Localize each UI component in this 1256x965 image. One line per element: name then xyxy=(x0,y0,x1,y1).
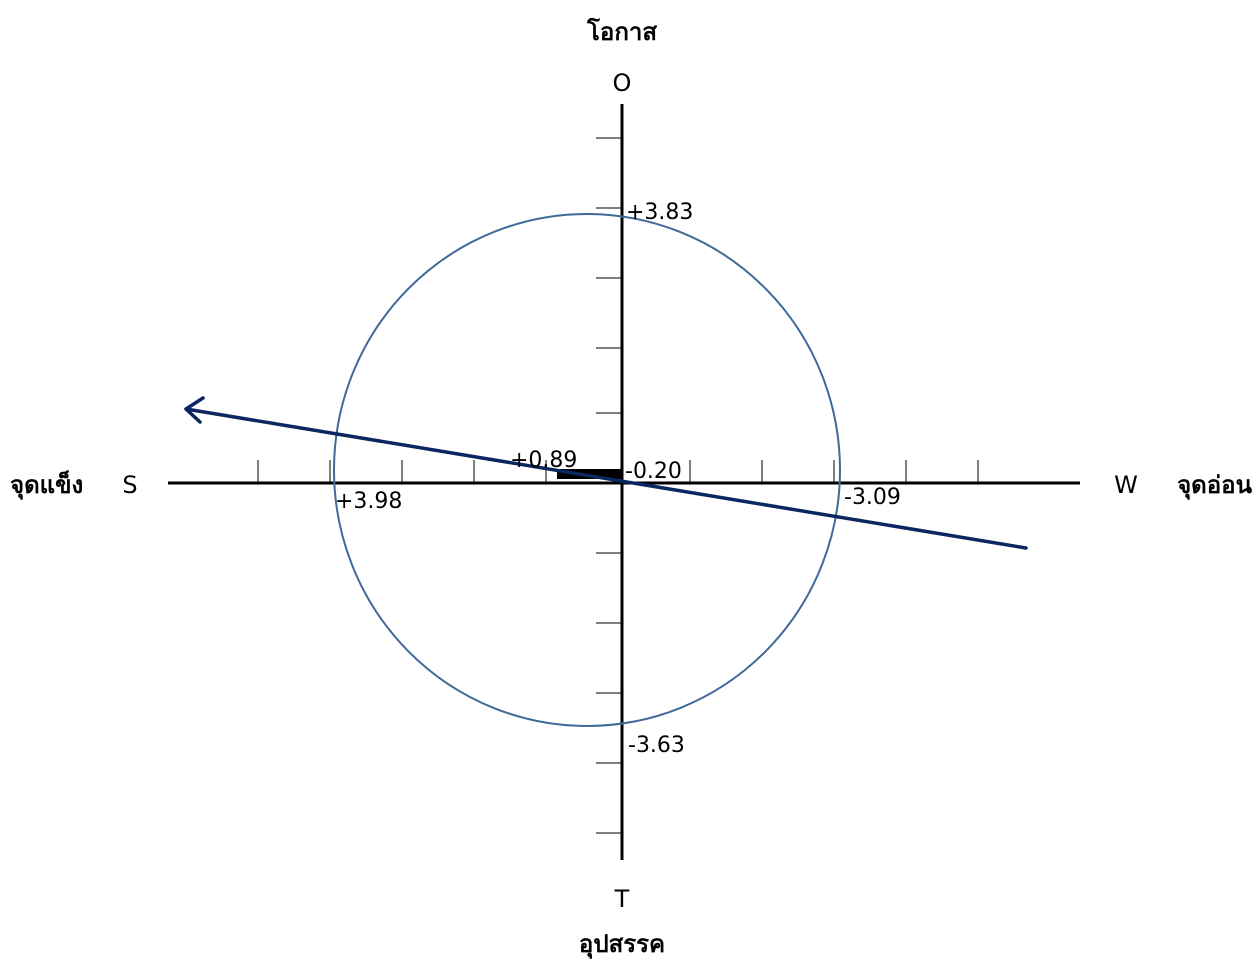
weakness-letter: W xyxy=(1114,471,1138,499)
strength-value: +3.98 xyxy=(335,489,402,514)
threat-letter: T xyxy=(614,885,630,913)
strength-title: จุดแข็ง xyxy=(10,470,83,501)
ot-net-value: -0.20 xyxy=(625,459,682,484)
threat-title: อุปสรรค xyxy=(579,930,665,960)
horizontal-ticks xyxy=(257,460,979,483)
vertical-ticks xyxy=(596,137,622,834)
weakness-title: จุดอ่อน xyxy=(1177,471,1252,501)
opportunity-title: โอกาส xyxy=(586,17,657,46)
threat-value: -3.63 xyxy=(628,733,685,758)
weakness-value: -3.09 xyxy=(844,485,901,510)
sw-net-value: +0.89 xyxy=(510,448,577,473)
opportunity-value: +3.83 xyxy=(626,200,693,225)
opportunity-letter: O xyxy=(613,69,632,97)
strategy-arrow-head xyxy=(184,396,205,424)
swot-circle xyxy=(333,213,841,727)
strategy-vector xyxy=(184,407,1028,550)
strength-letter: S xyxy=(122,471,137,499)
